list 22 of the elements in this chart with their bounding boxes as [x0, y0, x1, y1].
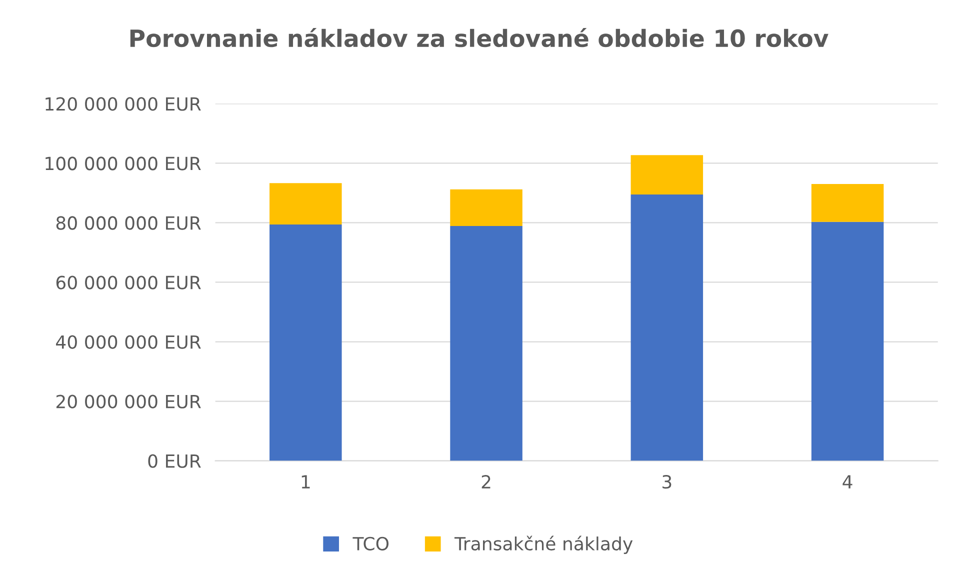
legend-label: Transakčné náklady [454, 536, 633, 554]
chart-title: Porovnanie nákladov za sledované obdobie 10 rokov [130, 28, 828, 48]
y-tick-label: 60 000 000 EUR [56, 276, 201, 290]
y-tick-label: 120 000 000 EUR [46, 97, 201, 111]
bar [811, 222, 884, 461]
bar [270, 224, 342, 461]
x-tick-label: 1 [302, 475, 310, 488]
bar [270, 183, 342, 225]
y-tick-label: 20 000 000 EUR [56, 394, 201, 408]
x-tick-label: 2 [482, 475, 490, 488]
bar [450, 226, 522, 461]
x-tick-label: 4 [842, 475, 852, 488]
y-tick-label: 0 EUR [148, 454, 201, 468]
y-tick-label: 80 000 000 EUR [56, 216, 201, 230]
bar [630, 155, 704, 194]
y-tick-label: 40 000 000 EUR [56, 335, 201, 349]
bar [811, 184, 884, 222]
legend-label: TCO [352, 536, 389, 550]
bar [630, 194, 704, 461]
bar [450, 189, 522, 226]
y-tick-label: 100 000 000 EUR [46, 156, 201, 170]
x-tick-label: 3 [662, 475, 672, 489]
